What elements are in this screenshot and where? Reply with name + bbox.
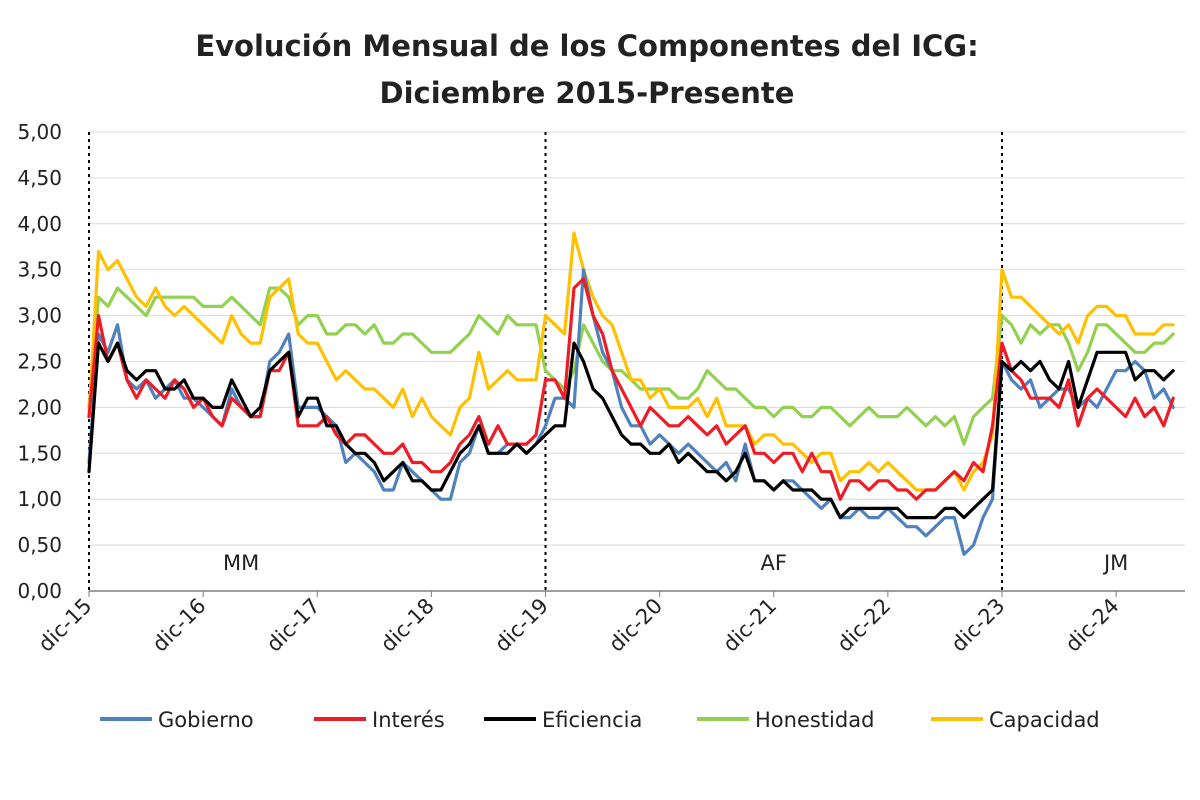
x-tick-label: dic-16 (148, 594, 211, 657)
legend: Gobierno Interés Eficiencia Honestidad Capac… (100, 708, 1100, 732)
y-tick-label: 0,00 (17, 579, 62, 603)
period-label: AF (761, 551, 787, 575)
legend-label: Gobierno (158, 708, 254, 732)
x-tick-label: dic-15 (34, 594, 97, 657)
x-tick-label: dic-23 (947, 594, 1010, 657)
x-tick-label: dic-21 (718, 594, 781, 657)
y-tick-label: 4,50 (17, 166, 62, 190)
series-line-eficiencia (87, 341, 1175, 520)
y-tick-label: 1,50 (17, 441, 62, 465)
chart-title-line-2: Diciembre 2015-Presente (380, 76, 795, 110)
x-tick-label: dic-19 (490, 594, 553, 657)
axes (88, 590, 1185, 597)
legend-label: Interés (372, 708, 445, 732)
y-tick-label: 4,00 (17, 212, 62, 236)
legend-label: Eficiencia (542, 708, 642, 732)
x-tick-label: dic-22 (832, 594, 895, 657)
chart-title-line-1: Evolución Mensual de los Componentes del… (195, 29, 978, 63)
y-tick-label: 3,50 (17, 258, 62, 282)
gridlines (89, 131, 1185, 546)
x-tick-label: dic-17 (262, 594, 325, 657)
period-label: MM (223, 551, 259, 575)
y-tick-label: 2,50 (17, 350, 62, 374)
x-tick-label: dic-20 (604, 594, 667, 657)
legend-label: Capacidad (989, 708, 1100, 732)
x-tick-label: dic-18 (376, 594, 439, 657)
series-line-inters (87, 277, 1175, 501)
series-line-capacidad (87, 231, 1175, 492)
series-line-gobierno (87, 268, 1175, 556)
y-tick-label: 0,50 (17, 533, 62, 557)
legend-label: Honestidad (755, 708, 874, 732)
period-label: JM (1102, 551, 1128, 575)
y-tick-label: 1,00 (17, 487, 62, 511)
series-lines (87, 231, 1175, 556)
y-tick-label: 5,00 (17, 120, 62, 144)
y-tick-label: 3,00 (17, 304, 62, 328)
y-tick-label: 2,00 (17, 395, 62, 419)
x-tick-label: dic-24 (1061, 594, 1124, 657)
